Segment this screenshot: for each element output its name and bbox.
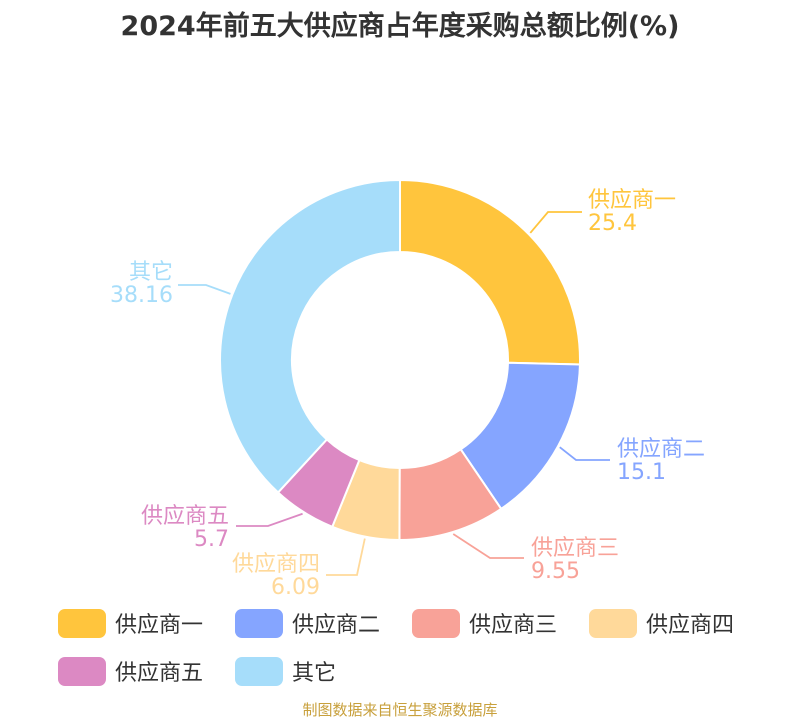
slice-label-name-4: 供应商四: [232, 552, 320, 577]
legend-item-supplier-3[interactable]: 供应商三: [412, 607, 569, 647]
legend-label: 其它: [292, 661, 337, 686]
leader-line-2: [559, 446, 610, 461]
slice-label-value-4: 6.09: [271, 575, 320, 600]
slice-label-value-3: 9.55: [531, 559, 580, 584]
legend-item-supplier-5[interactable]: 供应商五: [58, 655, 215, 695]
leader-line-6: [178, 284, 231, 295]
legend: 供应商一 供应商二 供应商三 供应商四 供应商五 其它: [58, 607, 778, 703]
legend-swatch: [58, 656, 106, 686]
legend-swatch: [235, 608, 283, 638]
source-note: 制图数据来自恒生聚源数据库: [302, 701, 498, 719]
legend-item-supplier-1[interactable]: 供应商一: [58, 607, 215, 647]
leader-line-4: [326, 538, 366, 576]
legend-swatch: [235, 656, 283, 686]
legend-item-other[interactable]: 其它: [235, 655, 392, 695]
slice-label-value-1: 25.4: [588, 211, 637, 236]
slice-label-name-2: 供应商二: [617, 437, 705, 462]
slice-label-value-5: 5.7: [194, 527, 229, 552]
donut-slice-6[interactable]: [219, 178, 401, 494]
legend-item-supplier-2[interactable]: 供应商二: [235, 607, 392, 647]
legend-swatch: [589, 608, 637, 638]
legend-item-supplier-4[interactable]: 供应商四: [589, 607, 746, 647]
leader-line-1: [529, 211, 582, 234]
leader-line-5: [236, 512, 303, 527]
legend-label: 供应商五: [115, 661, 204, 686]
legend-swatch: [58, 608, 106, 638]
slice-label-name-3: 供应商三: [531, 536, 619, 561]
slice-label-name-5: 供应商五: [141, 504, 229, 529]
legend-swatch: [412, 608, 460, 638]
legend-label: 供应商二: [292, 613, 381, 638]
donut-slice-1[interactable]: [399, 178, 581, 366]
slice-label-value-6: 38.16: [110, 283, 173, 308]
chart-title: 2024年前五大供应商占年度采购总额比例(%): [120, 11, 680, 42]
legend-label: 供应商一: [115, 613, 204, 638]
slice-label-name-1: 供应商一: [588, 188, 676, 213]
slice-label-value-2: 15.1: [617, 460, 666, 485]
legend-label: 供应商三: [469, 613, 558, 638]
leader-line-3: [452, 533, 524, 559]
slice-label-name-6: 其它: [129, 260, 173, 285]
legend-label: 供应商四: [646, 613, 735, 638]
